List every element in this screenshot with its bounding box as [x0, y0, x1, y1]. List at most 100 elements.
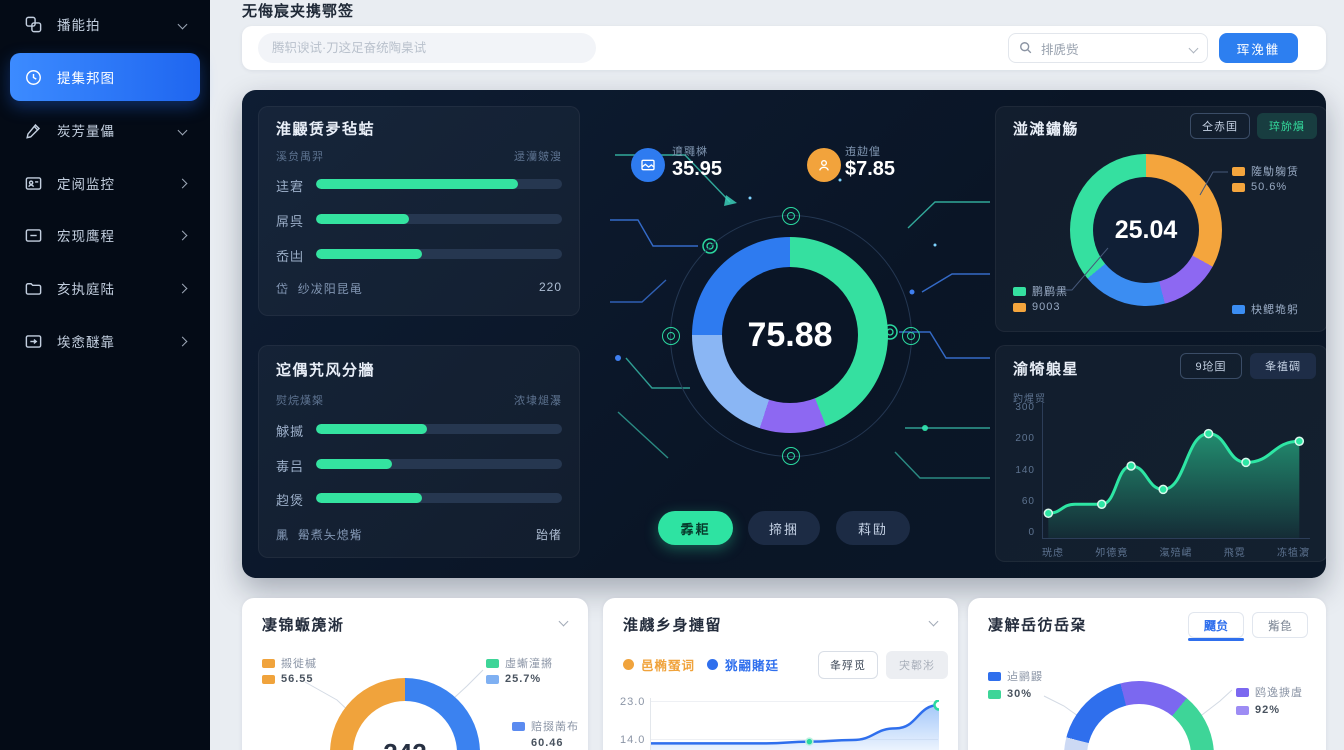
progress-track: [316, 179, 562, 189]
card-title: 湴滩鏽觞: [1013, 121, 1080, 138]
progress-card-1: [258, 106, 580, 316]
progress-track: [316, 424, 562, 434]
legend-value-row: 60.46: [531, 737, 564, 749]
legend-value: 25.7%: [505, 673, 542, 685]
y-axis-ticks: 300 200 140 60 0: [1003, 402, 1035, 538]
legend-swatch: [262, 674, 275, 684]
sidebar-item-label: 埃悆醚靠: [57, 335, 115, 350]
legend-label: 鹏鹛黑: [1032, 286, 1068, 298]
progress-fill: [316, 214, 410, 224]
chevron-down-icon: [177, 125, 188, 135]
y-axis-title: 趵煋贸: [1013, 394, 1046, 405]
y-tick: 23.0: [620, 696, 646, 708]
legend-item: 92%: [1236, 704, 1280, 716]
range-button[interactable]: 宊郼涁: [886, 651, 948, 679]
legend-swatch: [1232, 304, 1245, 314]
chevron-right-icon: [177, 178, 188, 188]
stat-label: 逳鼆棥: [672, 146, 708, 158]
card-footer-value: 220: [538, 280, 562, 294]
legend-label: 㭈鳃垝躬: [1251, 304, 1299, 316]
progress-fill: [316, 249, 422, 259]
bar-label: 赹煲: [276, 493, 305, 508]
stats-donut: 25.04: [1070, 154, 1222, 306]
legend-value: 30%: [1007, 688, 1033, 700]
stat-value: 35.95: [672, 158, 723, 180]
series-legend: 狣翤賭廷: [707, 655, 779, 674]
filter-select[interactable]: 排虒赀: [1008, 33, 1208, 63]
bar-label: 觩揻: [276, 424, 305, 439]
action-button-secondary[interactable]: 揥捆: [748, 511, 820, 545]
toggle-button-a[interactable]: 仝赤囯: [1190, 113, 1250, 139]
donut-center-value: 242: [383, 738, 426, 750]
legend-label: 摋徙槭: [281, 658, 317, 670]
y-axis-line: [1042, 402, 1043, 539]
page-title: 无侮宸夹携鄂签: [242, 3, 355, 20]
footer-icon: 岱: [276, 282, 290, 296]
legend-dot: [623, 659, 634, 670]
legend-label: 隓鳨躹赁: [1251, 166, 1299, 178]
chevron-right-icon: [177, 283, 188, 293]
sidebar-item-workspace[interactable]: 播能拍: [10, 4, 200, 44]
legend-swatch: [1236, 705, 1249, 715]
legend-swatch: [1013, 286, 1026, 296]
progress-card-2: [258, 345, 580, 558]
legend-item: 9003: [1013, 301, 1060, 313]
photo-icon: [641, 159, 655, 171]
sidebar-item-data[interactable]: 埃悆醚靠: [10, 321, 200, 361]
sidebar-item-monitor[interactable]: 定阅监控: [10, 163, 200, 203]
bar-label: 岙凷: [276, 249, 305, 264]
donut-card: [995, 106, 1328, 332]
legend-value: 92%: [1255, 704, 1281, 716]
stat-icon-circle: [631, 148, 665, 182]
range-button-active[interactable]: 夅殍觅: [818, 651, 878, 679]
legend-label: 邑椭蝅词: [641, 659, 696, 673]
chart-button-b[interactable]: 夆禃碉: [1250, 353, 1316, 379]
sidebar-item-editor[interactable]: 炭芳量儡: [10, 110, 200, 150]
sidebar-item-label: 播能拍: [57, 18, 101, 33]
y-tick: 60: [1021, 495, 1035, 507]
toggle-button-b[interactable]: 琗旀熉: [1257, 113, 1317, 139]
donut-center-value: 25.04: [1114, 215, 1178, 244]
legend-item: 25.7%: [486, 673, 541, 685]
folder-icon: [25, 282, 42, 295]
panel-icon: [25, 228, 42, 242]
legend-swatch: [1013, 302, 1026, 312]
progress-track: [316, 459, 562, 469]
card-title: 迱偶艽风分牆: [276, 362, 376, 379]
x-axis-labels: 珖虑 夘德竟 滊殕峮 飛霓 冻犆濵: [1042, 544, 1310, 559]
card-footer-label: 凲 觷煮夨熄觜: [276, 526, 363, 543]
donut-hole: 242: [353, 701, 457, 750]
sidebar-item-label: 宏现鹰程: [57, 229, 115, 244]
legend-item: 鸥逸掶虘: [1236, 684, 1303, 700]
sidebar-item-archive[interactable]: 亥执庭陆: [10, 268, 200, 308]
column-header-left: 溪贠禺羿: [276, 151, 324, 163]
card-title: 淮虥乡身摙留: [623, 617, 723, 634]
y-tick: 14.0: [620, 734, 646, 746]
stat-icon-circle: [807, 148, 841, 182]
sidebar-item-label: 炭芳量儡: [57, 124, 115, 139]
legend-swatch: [262, 658, 275, 668]
legend-value: 50.6%: [1251, 181, 1288, 193]
chevron-down-icon: [177, 19, 188, 29]
search-input[interactable]: [258, 33, 596, 63]
tab-inactive[interactable]: 觜㲋: [1252, 612, 1308, 638]
chart-button-a[interactable]: 9玱囯: [1180, 353, 1242, 379]
legend-item: 50.6%: [1232, 181, 1287, 193]
legend-value: 56.55: [281, 673, 314, 685]
progress-track: [316, 249, 562, 259]
column-header-left: 熨烷熯椝: [276, 395, 324, 407]
gridline: [650, 739, 938, 740]
legend-leader-lines: [1055, 171, 1228, 291]
search-button[interactable]: 珲浼雔: [1219, 33, 1298, 63]
sidebar-item-process[interactable]: 宏现鹰程: [10, 215, 200, 255]
filter-value: 排虒赀: [1041, 42, 1079, 57]
sidebar-item-label: 提集邦图: [57, 71, 115, 86]
action-button-tertiary[interactable]: 萪劻: [836, 511, 910, 545]
action-button-primary[interactable]: 掱耟: [658, 511, 733, 545]
clock-icon: [26, 69, 41, 85]
sidebar-item-dashboard-active[interactable]: 提集邦图: [10, 53, 200, 101]
pen-icon: [26, 123, 41, 139]
tab-active[interactable]: 飅贠: [1188, 612, 1244, 638]
progress-fill: [316, 493, 422, 503]
